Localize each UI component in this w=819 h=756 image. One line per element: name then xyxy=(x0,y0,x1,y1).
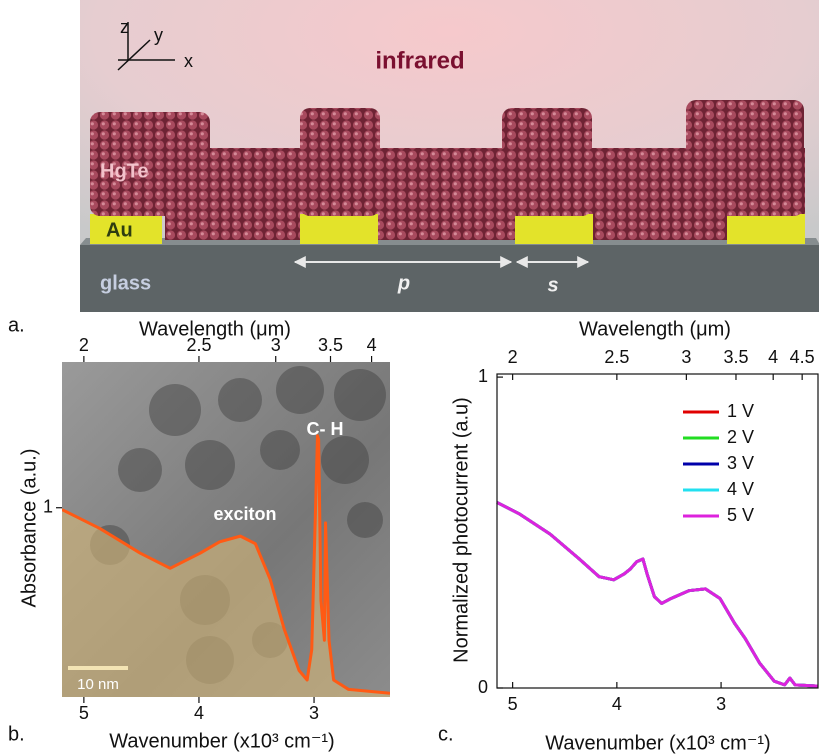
legend-label: 5 V xyxy=(727,505,754,525)
absorbance-line xyxy=(62,434,390,695)
x2-tick-label: 2 xyxy=(508,347,518,367)
y-tick-label: 0 xyxy=(478,677,488,697)
axis-glyph-label: x xyxy=(184,51,193,71)
layer-label: Au xyxy=(106,219,133,241)
legend-label: 3 V xyxy=(727,453,754,473)
x2-tick-label: 4 xyxy=(367,335,377,355)
x2-tick-label: 3.5 xyxy=(318,335,343,355)
device-render xyxy=(80,0,819,312)
x2-tick-label: 3 xyxy=(681,347,691,367)
x2-tick-label: 3 xyxy=(271,335,281,355)
y-tick-label: 1 xyxy=(43,496,53,516)
axis-glyph-label: z xyxy=(120,17,129,37)
x2-tick-label: 2.5 xyxy=(604,347,629,367)
plot-area xyxy=(496,501,819,688)
x-axis-title: Wavenumber (x10³ cm⁻¹) xyxy=(109,730,334,752)
dimension-label: p xyxy=(397,272,410,294)
panel-label: a. xyxy=(8,314,25,336)
panel-label: c. xyxy=(438,723,454,745)
panel-label: b. xyxy=(8,723,25,745)
x-tick-label: 4 xyxy=(194,703,204,723)
x-axis-title: Wavenumber (x10³ cm⁻¹) xyxy=(545,732,770,754)
layer-label: HgTe xyxy=(100,160,149,182)
legend-label: 4 V xyxy=(727,479,754,499)
light-label: infrared xyxy=(375,47,464,74)
legend-label: 1 V xyxy=(727,401,754,421)
scale-bar-label: 10 nm xyxy=(77,676,119,693)
y-tick-label: 1 xyxy=(478,366,488,386)
x2-tick-label: 2.5 xyxy=(186,335,211,355)
x2-axis-title: Wavelength (μm) xyxy=(579,318,731,340)
series-line xyxy=(496,501,819,688)
x-tick-label: 5 xyxy=(508,694,518,714)
plot-frame xyxy=(496,373,819,689)
x2-tick-label: 4 xyxy=(768,347,778,367)
dimension-label: s xyxy=(547,274,558,296)
annotation: exciton xyxy=(213,504,276,524)
x-tick-label: 4 xyxy=(612,694,622,714)
x-tick-label: 3 xyxy=(309,703,319,723)
x2-tick-label: 4.5 xyxy=(790,347,815,367)
axis-glyph-label: y xyxy=(154,25,163,45)
x-tick-label: 5 xyxy=(79,703,89,723)
x2-tick-label: 2 xyxy=(79,335,89,355)
y-axis-title: Absorbance (a.u.) xyxy=(18,449,40,608)
x-tick-label: 3 xyxy=(716,694,726,714)
x2-tick-label: 3.5 xyxy=(723,347,748,367)
annotation: C- H xyxy=(307,419,344,439)
area-fill xyxy=(62,435,390,697)
y-axis-title: Normalized photocurrent (a.u) xyxy=(450,397,472,663)
x2-axis-title: Wavelength (μm) xyxy=(139,318,291,340)
layer-label: glass xyxy=(100,272,151,294)
legend-label: 2 V xyxy=(727,427,754,447)
plot-area xyxy=(62,434,390,697)
